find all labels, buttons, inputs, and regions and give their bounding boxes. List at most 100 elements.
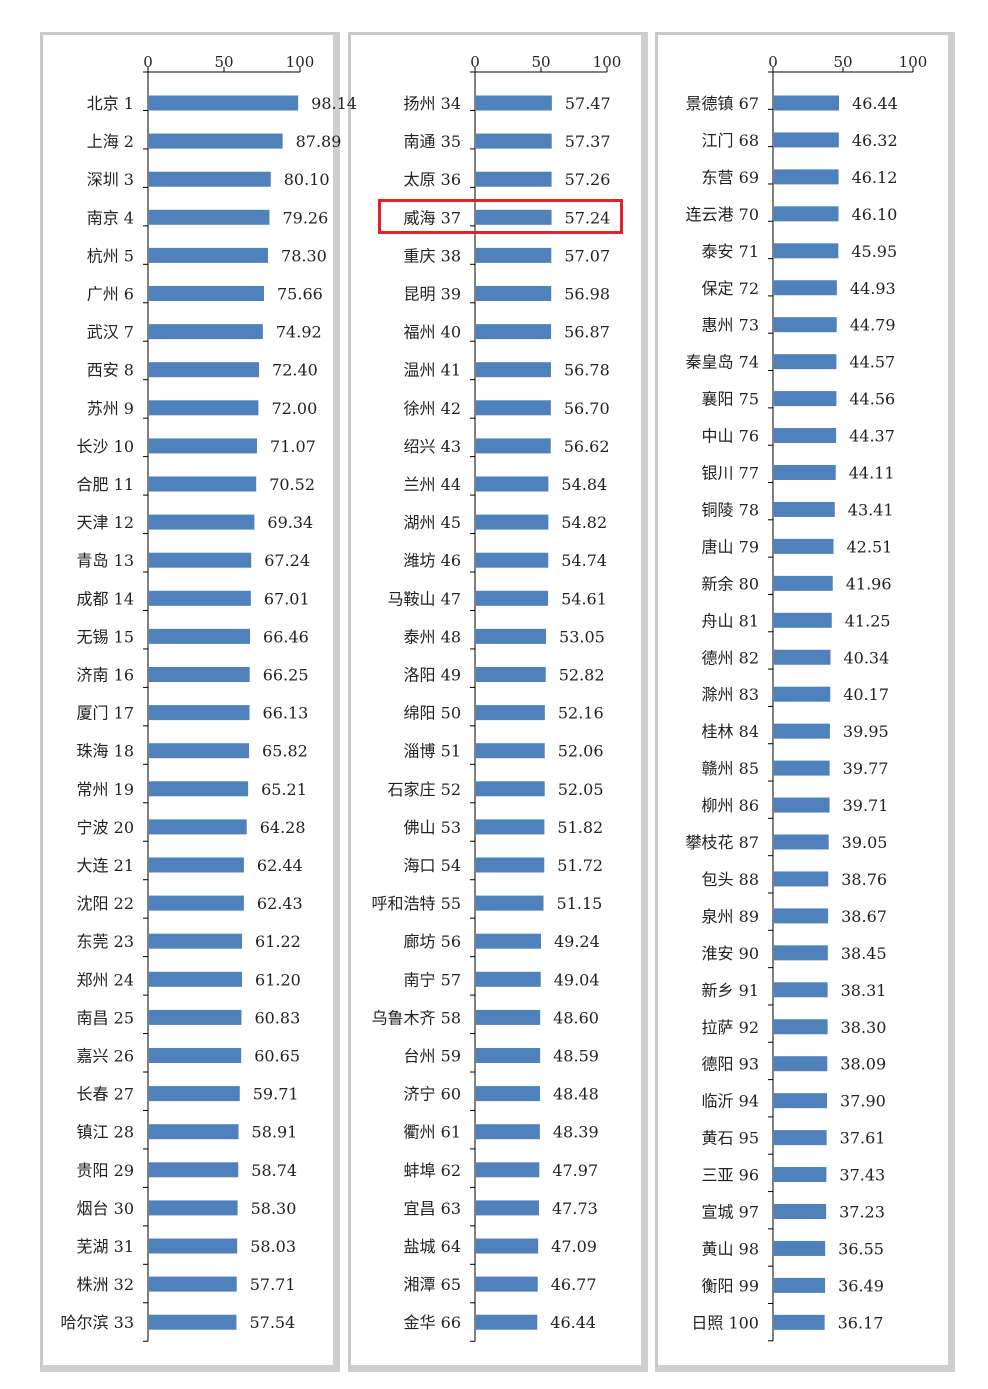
bar-2-5: [476, 247, 552, 263]
bar-2-15: [476, 628, 547, 644]
tick-label-2: 100: [593, 53, 622, 71]
category-label-3-4: 连云港 70: [686, 205, 759, 224]
value-label-3-15: 41.25: [845, 611, 891, 630]
value-label-3-11: 44.11: [849, 464, 895, 483]
category-label-1-14: 成都 14: [77, 589, 134, 608]
bar-2-13: [476, 552, 549, 568]
tick-label-1: 100: [286, 53, 315, 71]
value-label-1-14: 67.01: [264, 589, 310, 608]
bar-3-18: [774, 723, 830, 739]
bar-2-4: [476, 209, 552, 225]
value-label-2-10: 56.62: [564, 437, 610, 456]
category-label-2-15: 泰州 48: [404, 627, 461, 646]
bar-1-20: [149, 819, 247, 835]
category-label-3-15: 舟山 81: [702, 611, 759, 630]
category-label-2-29: 蚌埠 62: [404, 1161, 461, 1180]
value-label-2-7: 56.87: [564, 323, 610, 342]
value-label-2-1: 57.47: [565, 94, 611, 113]
category-label-2-9: 徐州 42: [404, 399, 461, 418]
bar-2-14: [476, 590, 549, 606]
bar-1-31: [149, 1238, 238, 1254]
value-label-1-5: 78.30: [281, 246, 327, 265]
weihai-highlight-box: [378, 199, 623, 234]
value-label-2-17: 52.16: [558, 704, 604, 723]
category-label-3-18: 桂林 84: [702, 722, 759, 741]
category-label-1-16: 济南 16: [77, 666, 134, 685]
value-label-2-21: 51.72: [557, 856, 603, 875]
value-label-3-13: 42.51: [847, 537, 893, 556]
category-label-3-20: 柳州 86: [702, 796, 759, 815]
category-label-3-30: 三亚 96: [702, 1166, 759, 1185]
value-label-3-21: 39.05: [842, 833, 888, 852]
bar-2-12: [476, 514, 549, 530]
bar-2-21: [476, 857, 545, 873]
bar-1-4: [149, 209, 270, 225]
bar-1-32: [149, 1276, 237, 1292]
value-label-2-24: 49.04: [554, 970, 600, 989]
value-label-3-34: 36.17: [838, 1313, 884, 1332]
category-label-1-27: 长春 27: [77, 1085, 134, 1104]
category-label-2-22: 呼和浩特 55: [372, 894, 461, 913]
value-label-3-8: 44.57: [849, 353, 895, 372]
category-label-1-15: 无锡 15: [77, 627, 134, 646]
value-label-3-31: 37.23: [839, 1203, 885, 1222]
value-label-3-14: 41.96: [846, 574, 892, 593]
value-label-1-15: 66.46: [263, 627, 309, 646]
bar-1-24: [149, 971, 243, 987]
bar-1-11: [149, 476, 257, 492]
value-label-3-32: 36.55: [838, 1239, 884, 1258]
category-label-3-31: 宣城 97: [702, 1203, 759, 1222]
value-label-2-16: 52.82: [559, 666, 605, 685]
value-label-2-2: 57.37: [565, 132, 611, 151]
category-label-1-22: 沈阳 22: [77, 894, 134, 913]
bar-2-24: [476, 971, 541, 987]
value-label-1-9: 72.00: [271, 399, 317, 418]
value-label-3-28: 37.90: [840, 1092, 886, 1111]
value-label-3-5: 45.95: [851, 242, 897, 261]
bar-3-24: [774, 945, 828, 961]
category-label-2-28: 衢州 61: [404, 1123, 461, 1142]
value-label-1-23: 61.22: [255, 932, 301, 951]
value-label-2-4: 57.24: [565, 208, 611, 227]
value-label-3-33: 36.49: [838, 1276, 884, 1295]
category-label-1-19: 常州 19: [77, 780, 134, 799]
bar-3-21: [774, 834, 829, 850]
bar-2-27: [476, 1086, 540, 1102]
category-label-3-16: 德州 82: [702, 648, 759, 667]
bar-3-8: [774, 354, 837, 370]
category-label-3-24: 淮安 90: [702, 944, 759, 963]
value-label-2-12: 54.82: [561, 513, 607, 532]
category-label-2-2: 南通 35: [404, 132, 461, 151]
category-label-2-16: 洛阳 49: [404, 666, 461, 685]
category-label-2-19: 石家庄 52: [388, 780, 461, 799]
tick-label-1: 0: [143, 53, 153, 71]
tick-label-3: 50: [833, 53, 852, 71]
bar-3-25: [774, 982, 828, 998]
value-label-1-27: 59.71: [253, 1085, 299, 1104]
category-label-2-14: 马鞍山 47: [388, 589, 461, 608]
category-label-1-8: 西安 8: [87, 361, 134, 380]
category-label-3-6: 保定 72: [702, 279, 759, 298]
value-label-3-12: 43.41: [848, 500, 894, 519]
bar-1-21: [149, 857, 244, 873]
bar-3-33: [774, 1277, 826, 1293]
category-label-3-25: 新乡 91: [702, 981, 759, 1000]
value-label-1-21: 62.44: [257, 856, 303, 875]
category-label-3-21: 攀枝花 87: [686, 833, 759, 852]
bar-3-22: [774, 871, 829, 887]
value-label-3-4: 46.10: [852, 205, 898, 224]
bar-2-33: [476, 1314, 538, 1330]
tick-label-2: 0: [470, 53, 480, 71]
category-label-2-1: 扬州 34: [404, 94, 461, 113]
value-label-1-30: 58.30: [251, 1199, 297, 1218]
value-label-1-16: 66.25: [263, 666, 309, 685]
value-label-1-31: 58.03: [250, 1237, 296, 1256]
value-label-3-6: 44.93: [850, 279, 896, 298]
category-label-1-18: 珠海 18: [77, 742, 134, 761]
bar-3-13: [774, 538, 834, 554]
value-label-3-24: 38.45: [841, 944, 887, 963]
category-label-3-14: 新余 80: [702, 574, 759, 593]
category-label-3-28: 临沂 94: [702, 1092, 759, 1111]
bar-2-23: [476, 933, 541, 949]
